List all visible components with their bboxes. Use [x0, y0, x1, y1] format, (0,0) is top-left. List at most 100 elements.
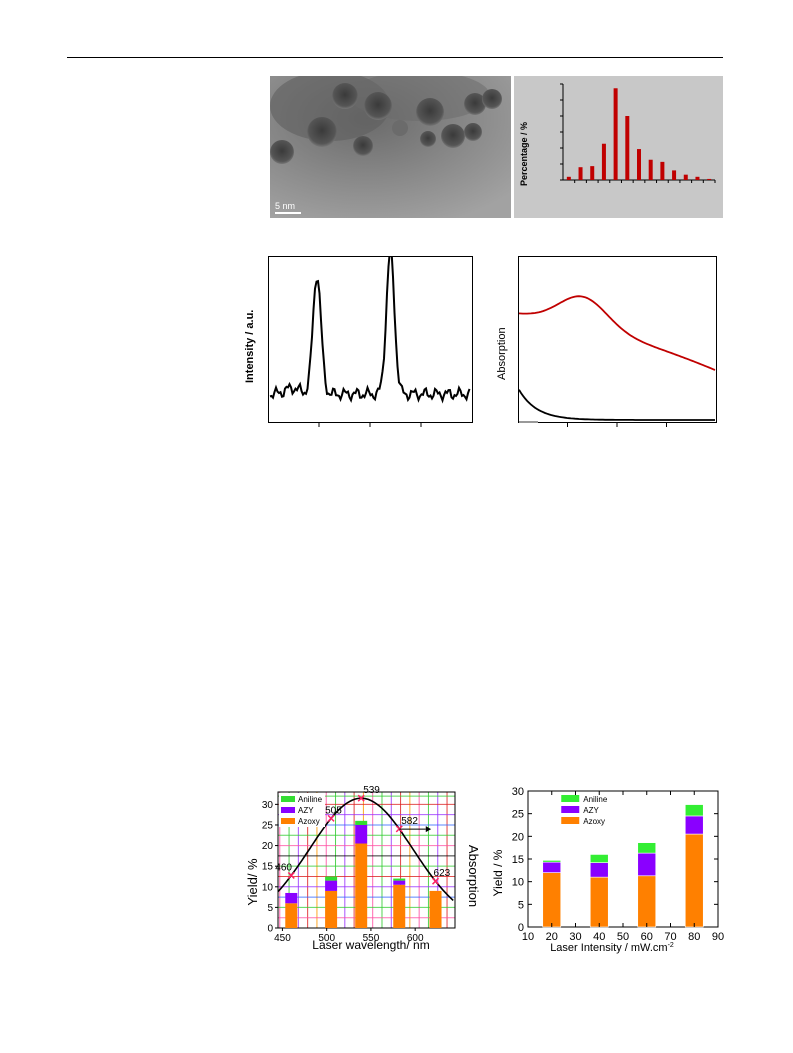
- wave-y-tick-label: 10: [262, 882, 274, 893]
- hist-bar: [695, 176, 700, 180]
- int-x-tick-label: 20: [546, 931, 558, 943]
- int-legend-label: AZY: [583, 806, 599, 815]
- wave-y-tick-label: 15: [262, 862, 274, 873]
- wave-x-tick-label: 450: [274, 933, 291, 944]
- wave-legend-swatch: [281, 796, 295, 802]
- int-y-tick-label: 10: [512, 877, 524, 889]
- int-ylabel: Yield / %: [491, 849, 505, 896]
- int-legend-swatch: [561, 795, 580, 802]
- int-legend: Aniline AZY Azoxy: [561, 795, 608, 826]
- raman-chart: [268, 256, 473, 427]
- hist-bar: [648, 159, 653, 180]
- int-bar-aniline: [684, 804, 704, 817]
- wave-legend-swatch: [281, 818, 295, 824]
- int-bar-aniline: [637, 842, 657, 854]
- int-y-tick-label: 5: [518, 899, 524, 911]
- tem-image: 5 nm: [270, 76, 511, 218]
- int-bar-azoxy: [542, 872, 562, 928]
- wave-marker: [431, 877, 440, 885]
- hist-bar: [683, 174, 688, 180]
- int-bar-azoxy: [589, 876, 609, 928]
- hist-plot-area: [560, 83, 716, 183]
- tem-micrograph: 5 nm: [270, 76, 511, 218]
- raman-ylabel: Intensity / a.u.: [244, 309, 256, 383]
- intensity-chart: Yield / % Laser Intensity / mW.cm-2 0 5 10…: [491, 786, 724, 954]
- int-x-tick-label: 30: [569, 931, 581, 943]
- int-x-tick-label: 90: [712, 931, 724, 943]
- wave-bar-azoxy: [429, 890, 442, 928]
- hist-bar: [707, 178, 712, 180]
- wave-x-tick-label: 500: [318, 933, 335, 944]
- int-bar-azoxy: [637, 875, 657, 928]
- hist-bar: [590, 166, 595, 180]
- wave-annotation: 505: [325, 805, 342, 816]
- int-bar-azy: [542, 861, 562, 873]
- wave-bar-aniline: [325, 876, 338, 881]
- hist-bar: [566, 176, 571, 180]
- int-x-tick-label: 10: [522, 931, 534, 943]
- int-bar-azy: [589, 862, 609, 878]
- hist-bar: [660, 161, 665, 180]
- wave-annotation: 582: [401, 816, 418, 827]
- hist-bar: [578, 167, 583, 180]
- wave-legend-label: Aniline: [298, 795, 323, 804]
- int-legend-label: Azoxy: [583, 817, 605, 826]
- int-x-tick-label: 70: [664, 931, 676, 943]
- int-bar-azy: [684, 815, 704, 835]
- absorb-frame: [518, 256, 717, 423]
- wave-bar-azoxy: [325, 890, 338, 928]
- int-x-tick-label: 50: [617, 931, 629, 943]
- absorb-red-line: [518, 295, 716, 371]
- header-rule: [67, 57, 723, 58]
- scale-bar: [275, 212, 301, 214]
- wave-arrow-head: [425, 826, 432, 833]
- wave-bar-azy: [355, 824, 368, 844]
- wave-y-tick-label: 0: [267, 924, 273, 935]
- wave-bar-azoxy: [393, 884, 406, 928]
- int-x-tick-label: 60: [641, 931, 653, 943]
- raman-spectrum-line: [269, 256, 471, 404]
- wave-marker: [287, 871, 295, 879]
- int-legend-swatch: [561, 817, 580, 824]
- int-x-tick-label: 80: [688, 931, 700, 943]
- int-bar-aniline: [542, 860, 562, 863]
- wave-legend-swatch: [281, 807, 295, 813]
- wavelength-chart: Yield/ % Absorption Laser wavelength/ nm…: [245, 786, 481, 952]
- wave-y-tick-label: 30: [262, 800, 274, 811]
- wave-bar-aniline: [355, 820, 368, 825]
- int-y-tick-label: 20: [512, 831, 524, 843]
- wave-annotation: 460: [275, 862, 292, 873]
- int-bar-azoxy: [684, 833, 704, 928]
- wave-annotation: 539: [363, 786, 380, 796]
- hist-bar: [637, 149, 641, 180]
- wave-y-tick-label: 20: [262, 841, 274, 852]
- absorb-chart: [518, 256, 717, 427]
- int-bar-azy: [637, 852, 657, 877]
- int-legend-label: Aniline: [583, 795, 608, 804]
- scale-bar-label: 5 nm: [275, 201, 295, 211]
- hist-bar: [601, 143, 606, 180]
- wave-legend-label: AZY: [298, 806, 314, 815]
- wave-legend: Aniline AZY Azoxy: [279, 793, 325, 827]
- wave-y-tick-label: 25: [262, 820, 274, 831]
- wave-marker: [327, 814, 335, 822]
- wave-bar-aniline: [393, 878, 406, 881]
- int-y-tick-label: 30: [512, 786, 524, 798]
- wave-absorption-curve: [277, 797, 454, 901]
- int-y-tick-label: 15: [512, 854, 524, 866]
- wave-xlabel: Laser wavelength/ nm: [312, 938, 429, 952]
- wave-y-tick-label: 5: [267, 903, 273, 914]
- hist-bar: [613, 88, 618, 180]
- wave-x-tick-label: 600: [407, 933, 424, 944]
- wave-x-tick-label: 550: [363, 933, 380, 944]
- wave-bar-azy: [325, 880, 338, 891]
- wave-annotation: 623: [434, 868, 451, 879]
- wave-bar-azoxy: [355, 843, 368, 928]
- wave-ylabel: Yield/ %: [245, 858, 260, 906]
- int-y-tick-label: 0: [518, 922, 524, 934]
- int-x-tick-label: 40: [593, 931, 605, 943]
- absorb-black-line: [518, 389, 715, 421]
- wave-legend-label: Azoxy: [298, 817, 320, 826]
- wave-bar-azy: [393, 880, 406, 885]
- int-bar-aniline: [589, 854, 609, 863]
